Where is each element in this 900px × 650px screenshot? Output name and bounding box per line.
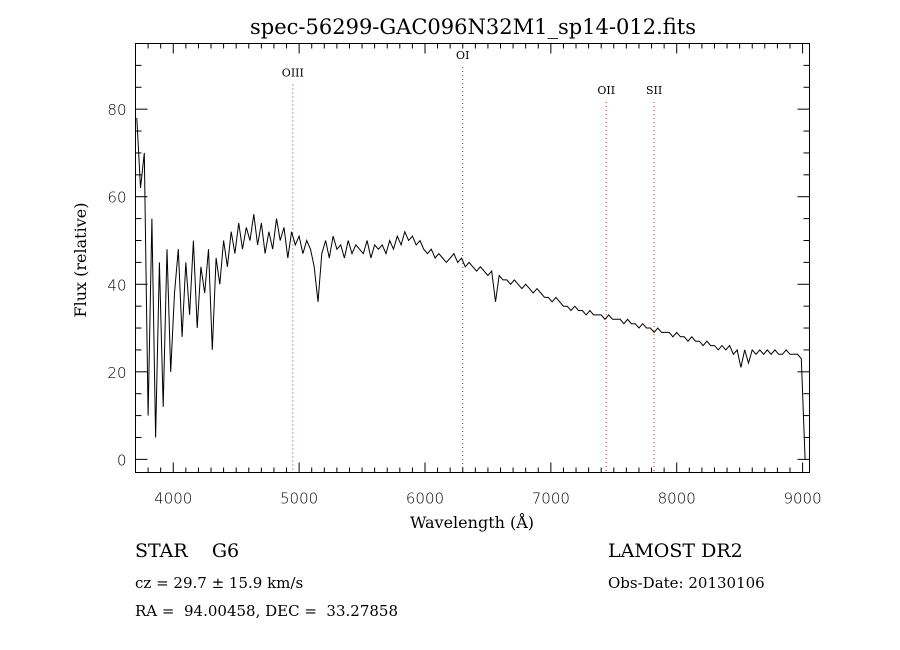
y-tick-label: 0 xyxy=(117,451,127,469)
spectrum-line xyxy=(136,117,806,460)
survey-name: LAMOST DR2 xyxy=(608,540,743,562)
x-tick-label: 5000 xyxy=(280,490,318,508)
chart-title: spec-56299-GAC096N32M1_sp14-012.fits xyxy=(250,15,696,39)
x-tick-label: 4000 xyxy=(154,490,192,508)
x-tick-label: 9000 xyxy=(783,490,821,508)
obs-date: Obs-Date: 20130106 xyxy=(608,574,765,592)
object-class: STAR G6 xyxy=(135,540,240,562)
redshift-cz: cz = 29.7 ± 15.9 km/s xyxy=(135,574,304,592)
x-tick-label: 6000 xyxy=(406,490,444,508)
y-tick-label: 40 xyxy=(107,276,126,294)
plot-frame xyxy=(135,43,810,473)
ra-dec: RA = 94.00458, DEC = 33.27858 xyxy=(135,602,399,620)
x-axis-label: Wavelength (Å) xyxy=(410,512,534,532)
emission-line-label: OIII xyxy=(282,67,304,80)
y-tick-label: 20 xyxy=(107,364,126,382)
emission-line-label: SII xyxy=(646,84,662,97)
x-tick-label: 7000 xyxy=(532,490,570,508)
y-tick-label: 80 xyxy=(107,101,126,119)
x-tick-label: 8000 xyxy=(658,490,696,508)
emission-line-label: OII xyxy=(597,84,615,97)
y-tick-label: 60 xyxy=(107,189,126,207)
y-axis-label: Flux (relative) xyxy=(71,203,90,318)
emission-line-label: OI xyxy=(456,49,469,62)
